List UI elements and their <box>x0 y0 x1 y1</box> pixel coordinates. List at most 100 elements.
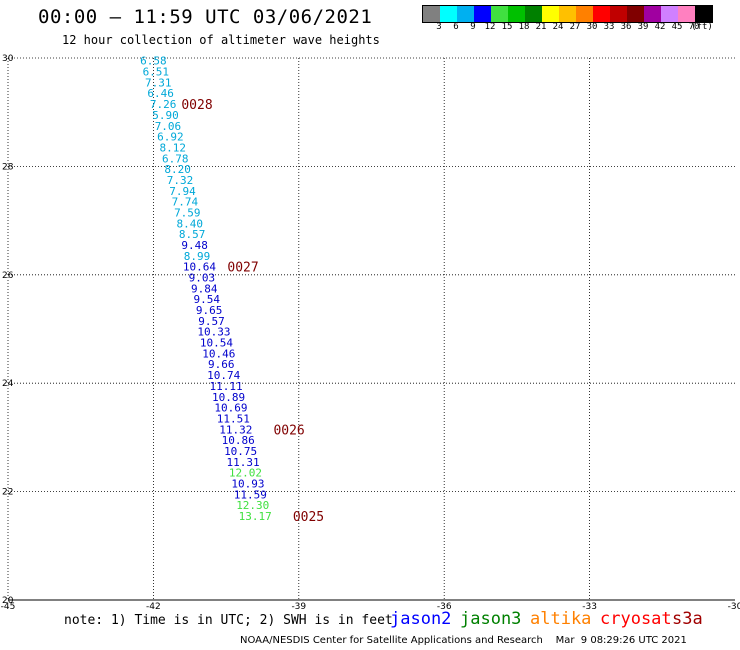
color-swatch <box>627 6 644 22</box>
x-tick-label: -42 <box>146 602 161 610</box>
wave-height-label: 11.59 <box>234 488 267 501</box>
wave-height-label: 6.92 <box>157 131 184 144</box>
wave-height-label: 9.54 <box>193 293 220 306</box>
wave-height-label: 8.99 <box>184 250 211 263</box>
y-tick-label: 22 <box>2 488 13 498</box>
color-swatch <box>525 6 542 22</box>
wave-height-label: 11.32 <box>219 423 252 436</box>
color-scale-bar <box>422 5 713 23</box>
chart-title: 00:00 — 11:59 UTC 03/06/2021 <box>38 6 373 28</box>
x-tick-label: -30 <box>728 602 740 610</box>
color-scale-label: 24 <box>552 22 564 32</box>
wave-height-label: 10.69 <box>214 402 247 415</box>
wave-height-label: 7.26 <box>150 98 177 111</box>
wave-height-label: 9.03 <box>189 272 216 285</box>
x-tick-label: -45 <box>1 602 16 610</box>
color-scale-label: 39 <box>637 22 649 32</box>
wave-height-label: 8.57 <box>179 228 206 241</box>
wave-height-label: 10.93 <box>231 477 264 490</box>
color-scale-label: 6 <box>453 22 459 32</box>
credit-line: NOAA/NESDIS Center for Satellite Applica… <box>240 635 687 646</box>
wave-height-label: 10.46 <box>202 347 235 360</box>
time-label: 0026 <box>273 423 304 438</box>
wave-height-label: 10.89 <box>212 391 245 404</box>
wave-height-label: 7.74 <box>172 196 199 209</box>
wave-height-label: 11.31 <box>227 456 260 469</box>
wave-height-label: 9.65 <box>196 304 223 317</box>
wave-height-label: 11.11 <box>210 380 243 393</box>
wave-height-label: 9.84 <box>191 282 218 295</box>
color-swatch <box>542 6 559 22</box>
wave-height-label: 6.51 <box>143 66 170 79</box>
x-tick-label: -33 <box>582 602 597 610</box>
color-scale-label: 15 <box>501 22 513 32</box>
color-swatch <box>610 6 627 22</box>
color-swatch <box>491 6 508 22</box>
color-swatch <box>423 6 440 22</box>
color-scale-label: 3 <box>436 22 442 32</box>
time-label: 0027 <box>227 261 258 276</box>
wave-height-label: 7.06 <box>155 120 182 133</box>
wave-height-label: 10.75 <box>224 445 257 458</box>
wave-height-label: 8.12 <box>160 141 187 154</box>
wave-height-label: 7.94 <box>169 185 196 198</box>
y-tick-label: 26 <box>2 271 14 281</box>
x-tick-label: -39 <box>291 602 306 610</box>
y-tick-label: 28 <box>2 162 14 172</box>
wave-height-label: 13.17 <box>239 510 272 523</box>
footnote: note: 1) Time is in UTC; 2) SWH is in fe… <box>64 613 393 628</box>
y-tick-label: 24 <box>2 379 14 389</box>
wave-height-label: 7.59 <box>174 206 201 219</box>
x-tick-label: -36 <box>437 602 452 610</box>
color-scale-label: 21 <box>535 22 547 32</box>
wave-height-label: 5.90 <box>152 109 179 122</box>
color-scale-label: 36 <box>620 22 632 32</box>
color-scale-label: 12 <box>484 22 496 32</box>
satellite-legend-s3a: s3a <box>672 609 703 629</box>
wave-height-label: 11.51 <box>217 412 250 425</box>
color-scale-label: (ft) <box>691 22 713 32</box>
color-scale-label: 18 <box>518 22 530 32</box>
color-swatch <box>474 6 491 22</box>
wave-height-label: 9.48 <box>181 239 208 252</box>
y-tick-label: 20 <box>2 596 14 606</box>
color-swatch <box>644 6 661 22</box>
wave-height-label: 6.58 <box>140 55 167 68</box>
color-swatch <box>576 6 593 22</box>
color-scale-label: 33 <box>603 22 615 32</box>
color-swatch <box>593 6 610 22</box>
satellite-legend-cryosat: cryosat <box>600 609 672 629</box>
wave-height-label: 10.54 <box>200 337 233 350</box>
wave-height-label: 7.31 <box>145 76 172 89</box>
wave-height-label: 8.20 <box>164 163 191 176</box>
color-scale-label: 27 <box>569 22 581 32</box>
wave-height-label: 12.30 <box>236 499 269 512</box>
wave-height-label: 10.74 <box>207 369 240 382</box>
color-swatch <box>678 6 695 22</box>
wave-height-label: 9.66 <box>208 358 235 371</box>
wave-height-label: 10.64 <box>183 261 216 274</box>
wave-height-label: 7.32 <box>167 174 194 187</box>
color-scale-label: 30 <box>586 22 598 32</box>
wave-height-label: 8.40 <box>177 217 204 230</box>
satellite-legend-jason2: jason2 <box>390 609 452 629</box>
wave-height-label: 10.86 <box>222 434 255 447</box>
color-swatch <box>440 6 457 22</box>
time-label: 0025 <box>293 510 324 525</box>
wave-height-label: 10.33 <box>197 326 230 339</box>
color-swatch <box>559 6 576 22</box>
wave-height-label: 9.57 <box>198 315 225 328</box>
satellite-legend-altika: altika <box>530 609 592 629</box>
color-swatch <box>508 6 525 22</box>
time-label: 0028 <box>181 98 212 113</box>
y-tick-label: 30 <box>2 54 14 64</box>
color-swatch <box>457 6 474 22</box>
color-scale-label: 45 <box>671 22 683 32</box>
wave-height-label: 12.02 <box>229 467 262 480</box>
color-scale-label: 70 <box>688 22 700 32</box>
wave-height-label: 6.78 <box>162 152 189 165</box>
color-scale-label: 9 <box>470 22 476 32</box>
chart-subtitle: 12 hour collection of altimeter wave hei… <box>62 33 380 47</box>
wave-height-label: 6.46 <box>147 87 174 100</box>
